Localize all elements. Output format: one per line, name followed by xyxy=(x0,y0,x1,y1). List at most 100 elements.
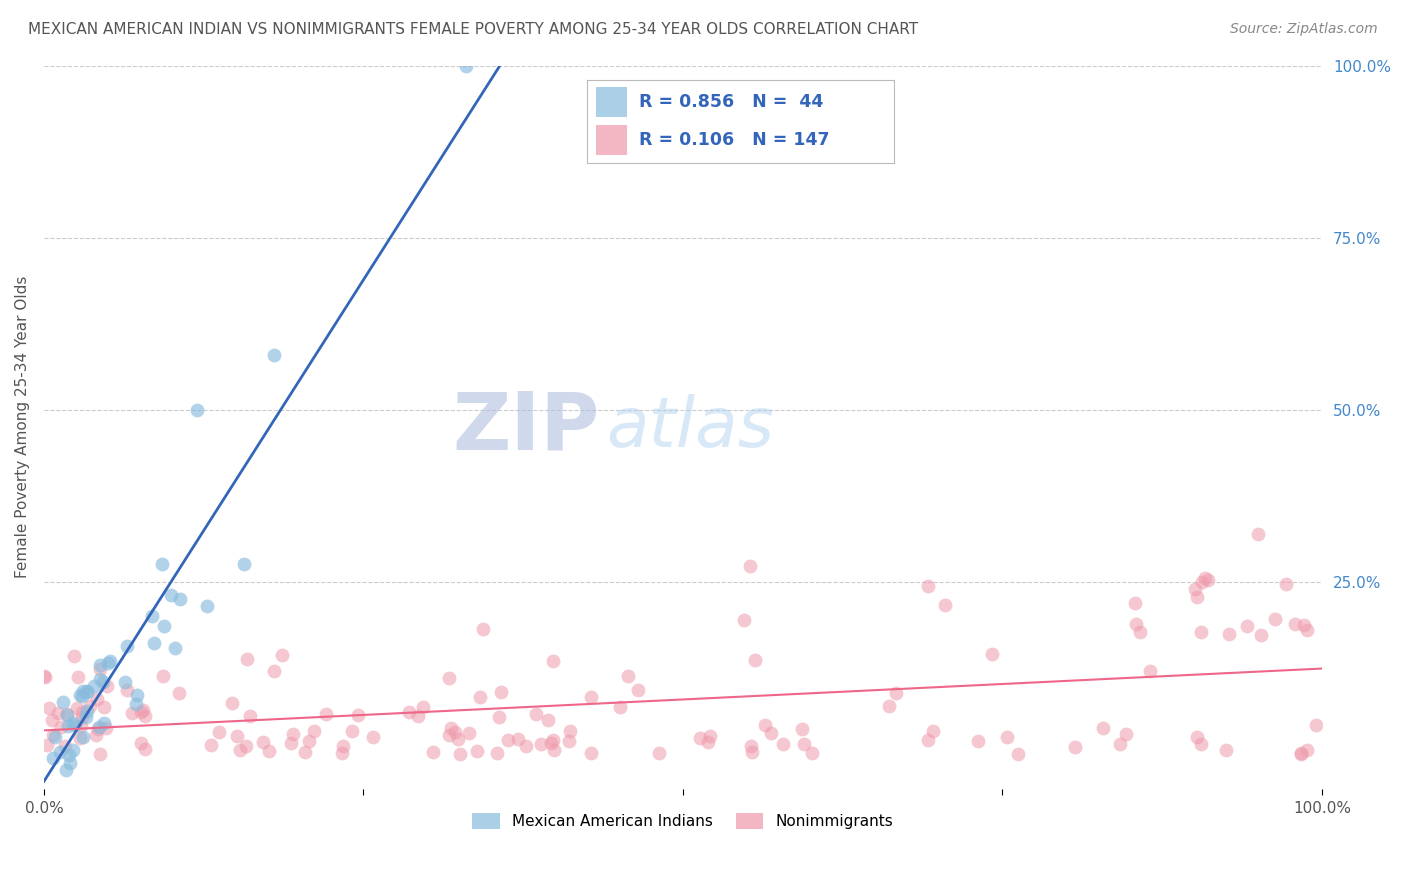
Point xyxy=(879,699,901,714)
Point xyxy=(609,700,631,714)
Point xyxy=(142,636,165,650)
Point xyxy=(263,348,285,362)
Point xyxy=(1236,619,1258,633)
Point xyxy=(506,732,529,747)
Point xyxy=(67,671,90,685)
Point xyxy=(733,613,755,627)
Point xyxy=(627,682,650,697)
Point xyxy=(1264,612,1286,626)
Point xyxy=(228,743,250,757)
Point xyxy=(49,720,72,734)
Point xyxy=(93,715,115,730)
Point xyxy=(1289,747,1312,761)
Point xyxy=(76,704,98,718)
Point xyxy=(236,652,259,666)
Point xyxy=(398,705,420,719)
Point xyxy=(38,701,60,715)
Point xyxy=(42,751,65,765)
Point xyxy=(468,690,491,705)
Point xyxy=(114,675,136,690)
Point xyxy=(558,734,581,748)
Point xyxy=(239,709,262,723)
Point xyxy=(89,662,111,676)
Y-axis label: Female Poverty Among 25-34 Year Olds: Female Poverty Among 25-34 Year Olds xyxy=(15,276,30,578)
Point xyxy=(689,731,711,746)
Point xyxy=(89,657,111,672)
Point xyxy=(84,728,107,742)
Point xyxy=(1295,623,1317,637)
Point xyxy=(1115,727,1137,741)
Point xyxy=(117,682,139,697)
Point xyxy=(1284,617,1306,632)
Point xyxy=(75,709,97,723)
Point xyxy=(96,679,118,693)
Point xyxy=(412,700,434,714)
Point xyxy=(579,746,602,760)
Point xyxy=(141,608,163,623)
Point xyxy=(70,709,93,723)
Point xyxy=(34,670,56,684)
Point xyxy=(440,721,463,735)
Point xyxy=(76,684,98,698)
Point xyxy=(89,720,111,734)
Point xyxy=(648,746,671,760)
Point xyxy=(72,683,94,698)
Text: MEXICAN AMERICAN INDIAN VS NONIMMIGRANTS FEMALE POVERTY AMONG 25-34 YEAR OLDS CO: MEXICAN AMERICAN INDIAN VS NONIMMIGRANTS… xyxy=(28,22,918,37)
Point xyxy=(1189,625,1212,640)
Point xyxy=(89,672,111,686)
Point xyxy=(129,705,152,719)
Point xyxy=(58,748,80,763)
Point xyxy=(449,747,471,761)
Point xyxy=(63,648,86,663)
Point xyxy=(1247,526,1270,541)
Point xyxy=(496,733,519,747)
Point xyxy=(485,746,508,760)
Point xyxy=(169,592,191,607)
Point xyxy=(200,738,222,752)
Point xyxy=(740,739,762,753)
Point xyxy=(70,705,93,719)
Point xyxy=(524,707,547,722)
Point xyxy=(132,703,155,717)
Point xyxy=(361,730,384,744)
Point xyxy=(340,723,363,738)
Point xyxy=(1092,721,1115,735)
Point xyxy=(697,734,720,748)
Point xyxy=(454,59,477,73)
Point xyxy=(42,729,65,743)
Point xyxy=(406,709,429,723)
Point xyxy=(447,731,470,746)
Point xyxy=(981,647,1004,661)
Point xyxy=(129,736,152,750)
Point xyxy=(281,727,304,741)
Point xyxy=(884,686,907,700)
Point xyxy=(793,737,815,751)
Point xyxy=(995,731,1018,745)
Point xyxy=(87,723,110,737)
Point xyxy=(153,618,176,632)
Point xyxy=(1191,575,1213,590)
Text: ZIP: ZIP xyxy=(453,388,600,466)
Point xyxy=(1129,625,1152,640)
Point xyxy=(263,665,285,679)
Point xyxy=(917,732,939,747)
Point xyxy=(66,701,89,715)
Point xyxy=(195,599,218,613)
Point xyxy=(69,731,91,745)
Point xyxy=(444,725,467,739)
Point xyxy=(330,746,353,760)
Point xyxy=(772,737,794,751)
Point xyxy=(1296,743,1319,757)
Point xyxy=(315,706,337,721)
Point xyxy=(121,706,143,720)
Point xyxy=(70,719,93,733)
Point xyxy=(934,598,956,612)
Point xyxy=(738,559,761,574)
Point xyxy=(1139,665,1161,679)
Point xyxy=(221,696,243,710)
Point xyxy=(70,689,93,703)
Point xyxy=(134,708,156,723)
Point xyxy=(800,746,823,760)
Point xyxy=(53,739,76,753)
Point xyxy=(208,725,231,739)
